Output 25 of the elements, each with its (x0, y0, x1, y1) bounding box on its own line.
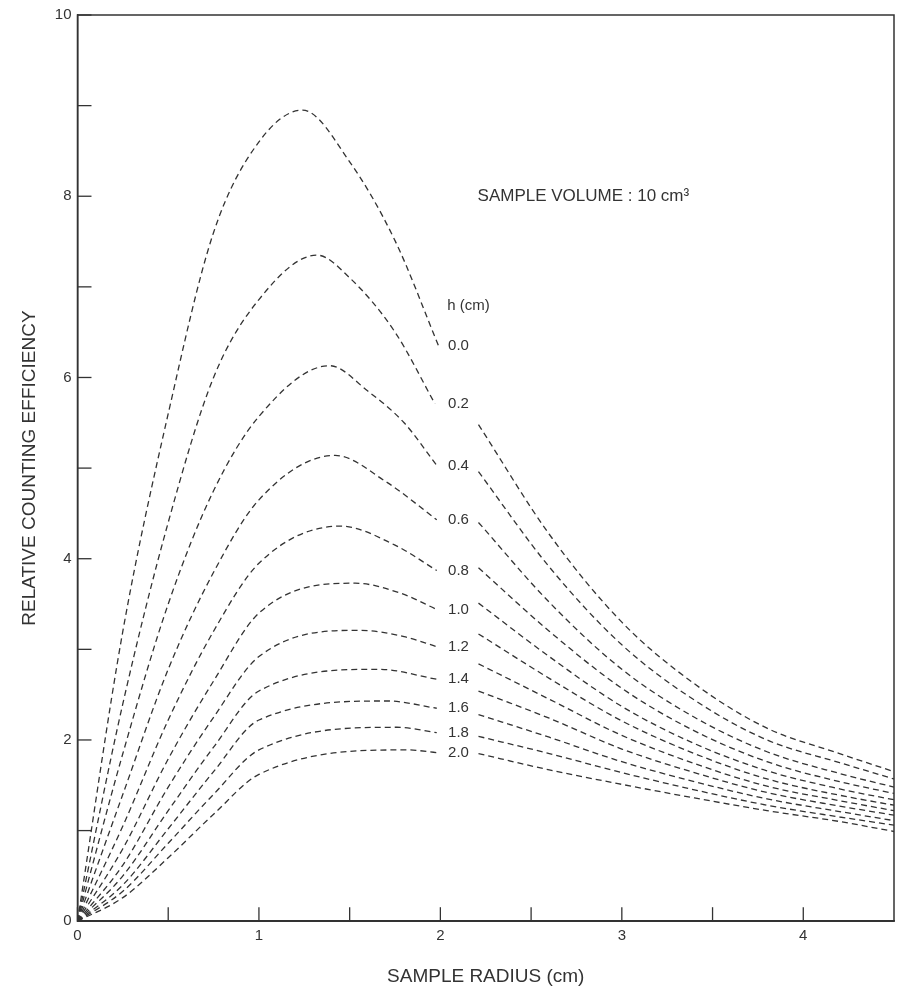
x-tick-label: 2 (436, 926, 445, 944)
series-label: 1.0 (448, 599, 469, 617)
series-label: 1.4 (448, 669, 469, 687)
y-tick-label: 2 (63, 730, 72, 748)
series-label: 0.2 (448, 393, 469, 411)
y-axis-title: RELATIVE COUNTING EFFICIENCY (17, 310, 39, 626)
x-tick-label: 3 (617, 926, 626, 944)
series-label: 0.0 (448, 335, 469, 353)
y-tick-label: 0 (63, 911, 72, 929)
y-tick-label: 4 (63, 548, 72, 566)
series-label: 1.8 (448, 722, 469, 740)
series-label: 0.8 (448, 560, 469, 578)
y-tick-label: 8 (63, 186, 72, 204)
series-label: 2.0 (448, 742, 469, 760)
series-label: 1.2 (448, 636, 469, 654)
x-axis-title: SAMPLE RADIUS (cm) (387, 964, 585, 986)
y-tick-label: 6 (63, 367, 72, 385)
series-label: 0.6 (448, 509, 469, 527)
series-label: 0.4 (448, 455, 469, 473)
y-tick-label: 10 (54, 5, 72, 23)
x-tick-label: 1 (254, 926, 264, 944)
series-label: 1.6 (448, 698, 469, 716)
legend-title: h (cm) (447, 295, 490, 313)
annotation: SAMPLE VOLUME : 10 cm³ (477, 185, 690, 205)
x-tick-label: 4 (799, 926, 808, 944)
